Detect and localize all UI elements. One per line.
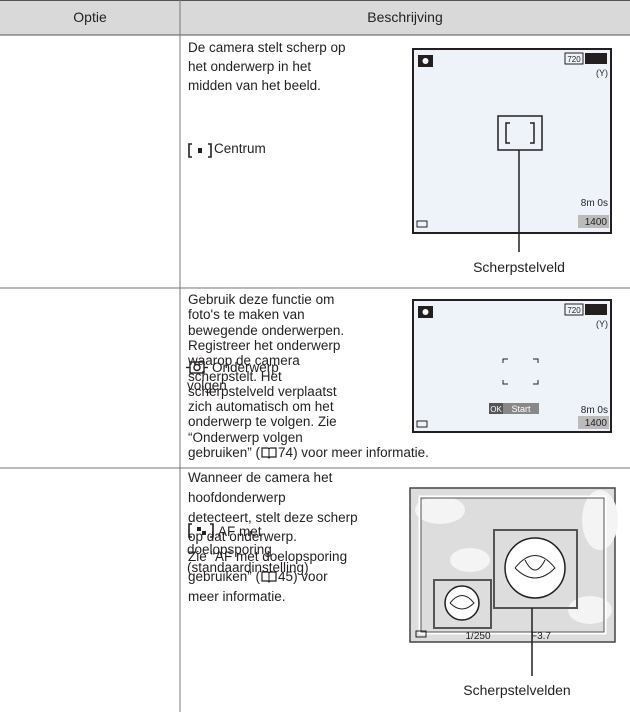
option-text: volgen bbox=[187, 378, 227, 393]
description-text: De camera stelt scherp op bbox=[188, 40, 346, 55]
description-text: gebruiken” ( bbox=[188, 569, 261, 584]
screen-text: 1400 bbox=[585, 418, 608, 429]
screen-text: 8m 0s bbox=[581, 405, 608, 416]
description-text: scherpstelveld verplaatst bbox=[188, 383, 337, 399]
target-af-icon bbox=[188, 523, 214, 538]
book-icon bbox=[261, 571, 277, 583]
description-text: bewegende onderwerpen. bbox=[188, 322, 345, 338]
description-line: meer informatie. bbox=[188, 589, 286, 604]
option-text: AF met bbox=[218, 524, 262, 539]
description-line: midden van het beeld. bbox=[188, 78, 321, 93]
description-line: gebruiken” ( 74) voor meer informatie. bbox=[188, 445, 429, 460]
description-text: Wanneer de camera het bbox=[188, 470, 333, 485]
description-text: meer informatie. bbox=[188, 588, 286, 604]
screen-text: F3.7 bbox=[531, 631, 551, 642]
option-text: Onderwerp bbox=[212, 360, 279, 375]
description-text: Gebruik deze functie om bbox=[188, 292, 335, 307]
description-text: foto's te maken van bbox=[188, 307, 305, 323]
description-line: De camera stelt scherp op bbox=[188, 40, 346, 55]
description-text: Zie “AF met doelopsporing bbox=[188, 549, 348, 565]
svg-text:(Y): (Y) bbox=[596, 68, 608, 78]
centre-icon bbox=[188, 143, 212, 158]
callout-label: Scherpstelveld bbox=[473, 259, 565, 275]
description-text: zich automatisch om het bbox=[188, 399, 334, 415]
description-line: Gebruik deze functie om bbox=[188, 292, 334, 307]
description-line: op dat onderwerp. bbox=[188, 529, 297, 544]
description-line: Zie “AF met doelopsporing bbox=[188, 549, 347, 564]
description-text: waarop de camera bbox=[188, 353, 300, 369]
description-line: waarop de camera bbox=[188, 353, 300, 368]
description-text: 45) voor bbox=[278, 569, 328, 584]
description-text: midden van het beeld. bbox=[188, 78, 321, 93]
book-icon bbox=[261, 447, 277, 459]
description-line: gebruiken” ( 45) voor bbox=[188, 569, 328, 584]
description-text: Registreer het onderwerp bbox=[188, 337, 341, 353]
screen-text: OK bbox=[490, 405, 502, 414]
description-text: 74) voor meer informatie. bbox=[278, 445, 429, 460]
description-text: gebruiken” ( bbox=[188, 445, 261, 460]
callout-label: Scherpstelvelden bbox=[463, 682, 570, 698]
description-line: zich automatisch om het bbox=[188, 399, 334, 414]
description-text: hoofdonderwerp bbox=[188, 489, 286, 505]
screen-text: 720 bbox=[567, 306, 581, 315]
description-text: detecteert, stelt deze scherp bbox=[188, 509, 358, 525]
description-text: het onderwerp in het bbox=[188, 59, 312, 74]
option-text: (standaardinstelling) bbox=[187, 560, 309, 575]
description-line: hoofdonderwerp bbox=[188, 490, 286, 505]
description-line: het onderwerp in het bbox=[188, 59, 311, 74]
screen-text: Start bbox=[511, 404, 531, 414]
description-line: scherpstelveld verplaatst bbox=[188, 384, 337, 399]
screen-text: 720 bbox=[567, 55, 581, 64]
tracking-icon bbox=[186, 361, 208, 374]
option-text: Centrum bbox=[214, 141, 266, 156]
camera-screen: 1/250 F3.7 bbox=[409, 487, 618, 676]
svg-text:(Y): (Y) bbox=[596, 319, 608, 329]
screen-text: 1/250 bbox=[465, 631, 490, 642]
description-text: op dat onderwerp. bbox=[188, 529, 297, 545]
description-line: “Onderwerp volgen bbox=[188, 430, 303, 445]
header-cell: Optie bbox=[73, 9, 107, 25]
description-line: bewegende onderwerpen. bbox=[188, 323, 344, 338]
description-line: Wanneer de camera het bbox=[188, 470, 332, 485]
screen-text: 1400 bbox=[585, 217, 608, 228]
description-text: onderwerp te volgen. Zie bbox=[188, 414, 337, 430]
option-text: doelopsporing bbox=[187, 542, 272, 557]
header-cell: Beschrijving bbox=[367, 9, 442, 25]
description-text: “Onderwerp volgen bbox=[188, 429, 303, 445]
description-line: foto's te maken van bbox=[188, 307, 305, 322]
description-line: scherpstelt. Het bbox=[188, 369, 282, 384]
screen-text: 8m 0s bbox=[581, 198, 608, 209]
description-text: scherpstelt. Het bbox=[188, 368, 282, 384]
camera-screen: 720 (Y) 8m 0s 1400 bbox=[412, 48, 612, 252]
description-line: onderwerp te volgen. Zie bbox=[188, 414, 337, 429]
camera-screen: 720 (Y) OK Start 8m 0s 1400 bbox=[412, 299, 612, 433]
description-line: Registreer het onderwerp bbox=[188, 338, 340, 353]
description-line: detecteert, stelt deze scherp bbox=[188, 510, 358, 525]
